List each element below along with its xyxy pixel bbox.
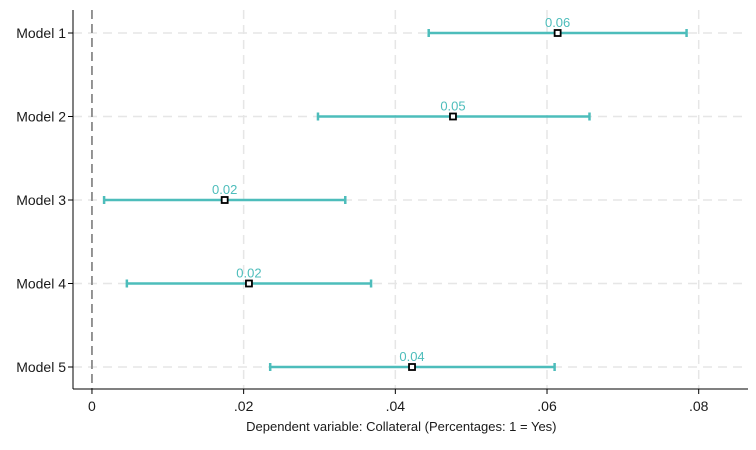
y-category-label: Model 2 — [16, 109, 66, 125]
x-tick-label: .04 — [386, 398, 406, 414]
data-label: 0.06 — [545, 15, 570, 30]
data-label: 0.05 — [440, 99, 465, 114]
point-estimate-marker — [245, 279, 253, 288]
x-tick-label: 0 — [88, 398, 96, 414]
x-axis-title: Dependent variable: Collateral (Percenta… — [246, 419, 556, 434]
point-estimate-marker — [220, 196, 229, 204]
x-tick-label: .06 — [537, 398, 557, 414]
y-category-label: Model 5 — [16, 359, 66, 375]
data-label: 0.04 — [399, 349, 424, 364]
data-label: 0.02 — [212, 182, 237, 197]
x-tick-label: .02 — [234, 398, 254, 414]
point-estimate-marker — [553, 29, 562, 37]
y-category-label: Model 4 — [16, 276, 66, 292]
point-estimate-marker — [449, 112, 457, 121]
y-category-label: Model 1 — [16, 25, 66, 41]
data-label: 0.02 — [236, 266, 261, 281]
estimates-series: 0.06 0.05 0.02 0.02 0.04 — [102, 15, 688, 371]
y-category-label: Model 3 — [16, 192, 66, 208]
point-estimate-marker — [408, 363, 416, 371]
x-tick-label: .08 — [689, 398, 709, 414]
